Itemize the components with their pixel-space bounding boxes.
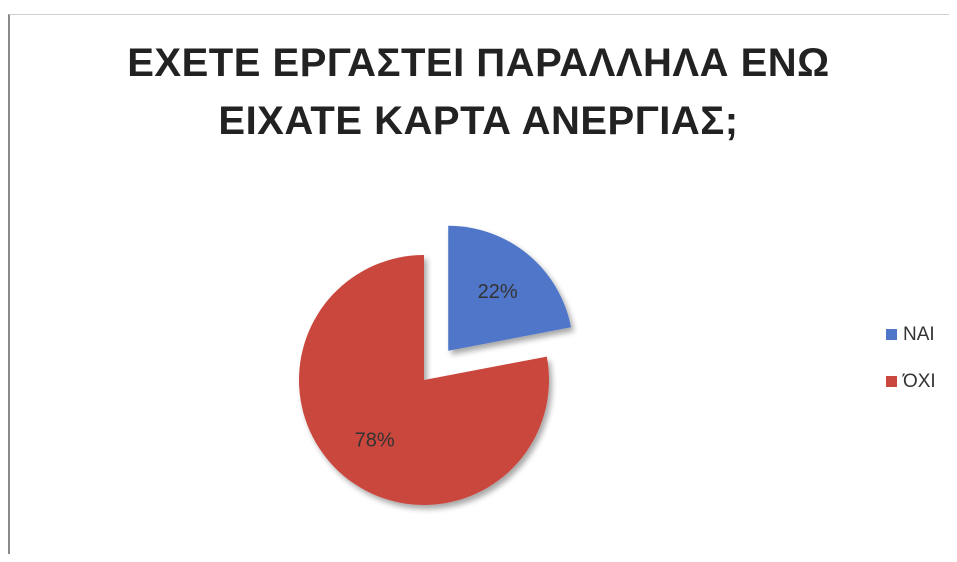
data-label-oxi: 78% <box>355 430 395 452</box>
legend-label-nai: ΝΑΙ <box>903 323 935 345</box>
legend-swatch-nai <box>886 329 897 340</box>
data-label-nai: 22% <box>478 281 518 303</box>
chart-title-line-1: ΕΧΕΤΕ ΕΡΓΑΣΤΕΙ ΠΑΡΑΛΛΗΛΑ ΕΝΩ <box>127 41 830 85</box>
legend-item-oxi: ΌΧΙ <box>886 369 936 394</box>
chart-title-line-2: ΕΙΧΑΤΕ ΚΑΡΤΑ ΑΝΕΡΓΙΑΣ; <box>218 99 739 143</box>
chart-title: ΕΧΕΤΕ ΕΡΓΑΣΤΕΙ ΠΑΡΑΛΛΗΛΑ ΕΝΩ ΕΙΧΑΤΕ ΚΑΡΤ… <box>0 34 957 150</box>
legend-item-nai: ΝΑΙ <box>886 322 936 347</box>
legend-swatch-oxi <box>886 376 897 387</box>
legend: ΝΑΙ ΌΧΙ <box>886 322 936 416</box>
legend-label-oxi: ΌΧΙ <box>903 370 936 392</box>
pie-slice-oxi <box>299 255 549 506</box>
pie-slice-nai <box>448 225 572 351</box>
